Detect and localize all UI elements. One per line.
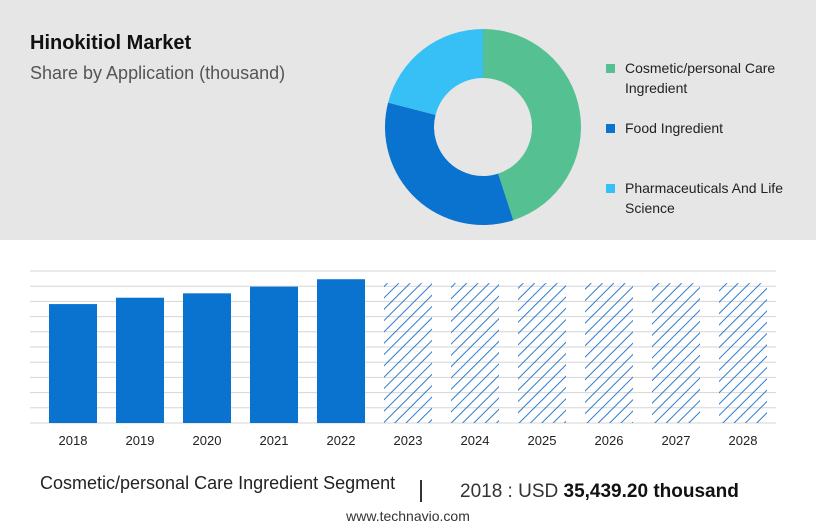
donut-slice-cosmetic (483, 29, 581, 221)
bar-2020 (183, 293, 231, 423)
bar-chart: 2018 2019 2020 2021 2022 2023 2024 2025 2026 2027… (30, 270, 776, 448)
legend-swatch-food (606, 124, 615, 133)
bar-2019 (116, 297, 164, 423)
x-tick-label-2028: 2028 (729, 433, 758, 448)
legend-swatch-pharma (606, 184, 615, 193)
forecast-bar-2026 (585, 283, 633, 423)
x-tick-label-2027: 2027 (662, 433, 691, 448)
bar-2021 (250, 286, 298, 423)
footer-year-label: 2018 : USD (460, 481, 559, 502)
footer-segment: Cosmetic/personal Care Ingredient Segmen… (40, 473, 396, 493)
forecast-bar-2024 (451, 283, 499, 423)
donut-chart (385, 29, 581, 225)
x-tick-label-2025: 2025 (528, 433, 557, 448)
legend-label-cosmetic: Cosmetic/personal Care Ingredient (625, 60, 776, 96)
x-tick-label-2026: 2026 (595, 433, 624, 448)
forecast-bar-2028 (719, 283, 767, 423)
bar-2022 (317, 279, 365, 423)
bar-2018 (49, 304, 97, 423)
forecast-bar-2025 (518, 283, 566, 423)
x-tick-label-2020: 2020 (193, 433, 222, 448)
legend-swatch-cosmetic (606, 64, 615, 73)
legend-label-pharma: Pharmaceuticals And Life Science (625, 180, 783, 216)
footer-divider (420, 480, 422, 502)
donut-slice-pharma (388, 29, 483, 115)
x-tick-label-2019: 2019 (126, 433, 155, 448)
x-tick-label-2023: 2023 (394, 433, 423, 448)
legend-label-food: Food Ingredient (625, 120, 724, 136)
x-tick-label-2021: 2021 (260, 433, 289, 448)
chart-title: Hinokitiol Market (30, 32, 192, 54)
x-tick-label-2024: 2024 (461, 433, 490, 448)
x-tick-label-2018: 2018 (59, 433, 88, 448)
forecast-bar-2023 (384, 283, 432, 423)
footer-value: 2018 : USD 35,439.20 thousand (460, 481, 739, 503)
x-tick-label-2022: 2022 (327, 433, 356, 448)
donut-slice-food (385, 102, 514, 225)
source-url: www.technavio.com (346, 508, 470, 524)
chart-subtitle: Share by Application (thousand) (30, 63, 286, 83)
forecast-bar-2027 (652, 283, 700, 423)
footer-amount: 35,439.20 thousand (563, 481, 739, 502)
